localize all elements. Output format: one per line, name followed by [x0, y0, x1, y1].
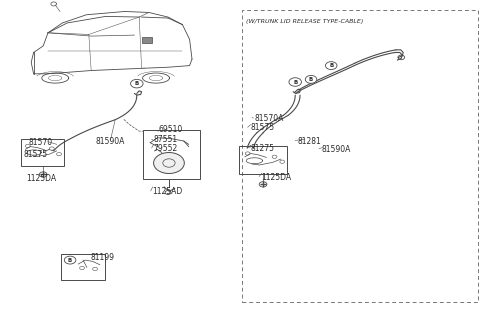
Circle shape	[325, 62, 337, 70]
Circle shape	[165, 191, 171, 195]
Bar	[21, 139, 64, 166]
Bar	[142, 37, 152, 43]
Text: B: B	[329, 63, 333, 68]
Circle shape	[154, 153, 184, 174]
Bar	[239, 146, 287, 174]
Text: (W/TRUNK LID RELEASE TYPE-CABLE): (W/TRUNK LID RELEASE TYPE-CABLE)	[246, 19, 364, 24]
Circle shape	[398, 55, 405, 60]
Text: 81575: 81575	[251, 123, 275, 133]
Text: 81570: 81570	[29, 138, 53, 147]
Text: 81199: 81199	[90, 253, 114, 262]
Circle shape	[131, 79, 143, 88]
Text: 81275: 81275	[251, 144, 275, 153]
Text: B: B	[68, 257, 72, 263]
Text: 81575: 81575	[23, 150, 47, 159]
Bar	[143, 130, 200, 179]
Bar	[61, 254, 105, 280]
Text: 87551: 87551	[154, 135, 178, 144]
Bar	[242, 10, 478, 302]
Text: 81570A: 81570A	[254, 113, 284, 123]
Text: 1125DA: 1125DA	[262, 173, 292, 182]
Text: B: B	[135, 81, 139, 86]
Circle shape	[64, 256, 76, 264]
Text: 69510: 69510	[158, 125, 183, 134]
Circle shape	[289, 78, 301, 86]
Text: 81590A: 81590A	[96, 136, 125, 146]
Text: B: B	[293, 79, 297, 85]
Circle shape	[259, 182, 267, 187]
Circle shape	[305, 75, 317, 83]
Text: 1125DA: 1125DA	[26, 174, 57, 183]
Circle shape	[39, 172, 47, 177]
Text: 81590A: 81590A	[322, 145, 351, 154]
Text: 79552: 79552	[154, 144, 178, 153]
Text: 81281: 81281	[298, 136, 321, 146]
Text: 1125AD: 1125AD	[153, 187, 183, 196]
Text: B: B	[309, 77, 313, 82]
